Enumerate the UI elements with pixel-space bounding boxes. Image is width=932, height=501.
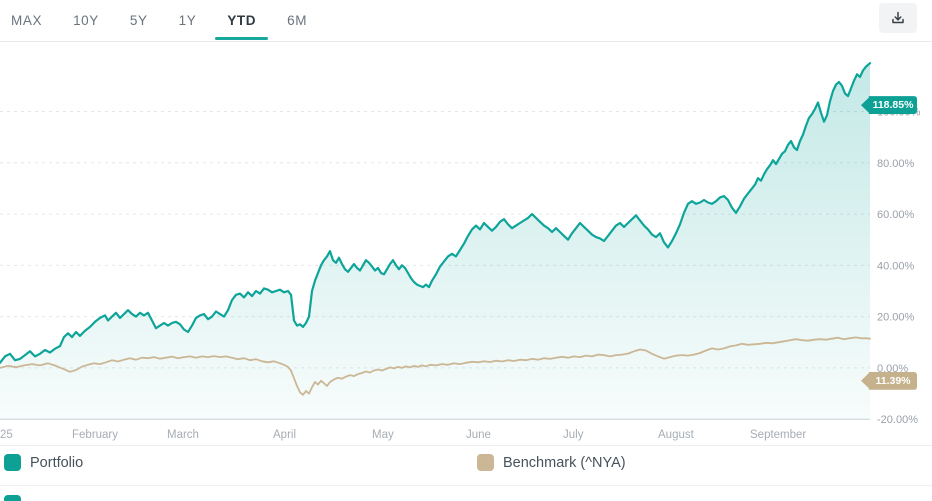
y-axis-tick-label: 80.00%: [877, 158, 915, 170]
y-axis-tick-label: -20.00%: [877, 414, 918, 426]
x-axis-tick-label: August: [658, 429, 695, 441]
tab-1y[interactable]: 1Y: [177, 0, 199, 42]
tab-max[interactable]: MAX: [9, 0, 44, 42]
benchmark-swatch-icon: [477, 454, 494, 471]
portfolio-swatch-icon: [4, 454, 21, 471]
x-axis-tick-label: February: [72, 429, 118, 441]
legend-label-benchmark: Benchmark (^NYA): [503, 454, 626, 471]
y-axis-tick-label: 40.00%: [877, 260, 915, 272]
legend-label-portfolio: Portfolio: [30, 454, 84, 471]
x-axis-tick-label: May: [372, 429, 394, 441]
download-icon: [890, 10, 906, 26]
performance-chart[interactable]: 100.00%80.00%60.00%40.00%20.00%0.00%-20.…: [0, 42, 932, 445]
legend-item-benchmark[interactable]: Benchmark (^NYA): [477, 454, 626, 471]
tab-10y[interactable]: 10Y: [71, 0, 101, 42]
x-axis-tick-label: March: [167, 429, 199, 441]
benchmark-end-badge: 11.39%: [861, 371, 917, 390]
range-tabbar: MAX 10Y 5Y 1Y YTD 6M: [0, 0, 932, 42]
chart-legend: Portfolio Benchmark (^NYA): [0, 445, 932, 501]
chart-canvas: 100.00%80.00%60.00%40.00%20.00%0.00%-20.…: [0, 62, 921, 441]
x-axis-tick-label: June: [466, 429, 491, 441]
x-axis-tick-label: July: [563, 429, 584, 441]
portfolio-area-fill: [0, 63, 870, 420]
tab-ytd[interactable]: YTD: [215, 0, 268, 42]
portfolio-end-badge: 118.85%: [861, 96, 917, 115]
x-axis-tick-label: September: [750, 429, 806, 441]
y-axis-tick-label: 20.00%: [877, 312, 915, 324]
tab-6m[interactable]: 6M: [285, 0, 309, 42]
benchmark-line: [0, 336, 871, 396]
legend-item-portfolio[interactable]: Portfolio: [4, 454, 83, 471]
y-axis-tick-label: 60.00%: [877, 209, 915, 221]
download-button[interactable]: [879, 3, 917, 33]
x-axis-tick-label: April: [273, 429, 296, 441]
portfolio-line: [0, 62, 872, 364]
partial-legend-swatch-icon: [4, 495, 21, 501]
tab-5y[interactable]: 5Y: [128, 0, 150, 42]
legend-divider: [0, 485, 932, 486]
x-axis-tick-label: 25: [0, 429, 13, 441]
